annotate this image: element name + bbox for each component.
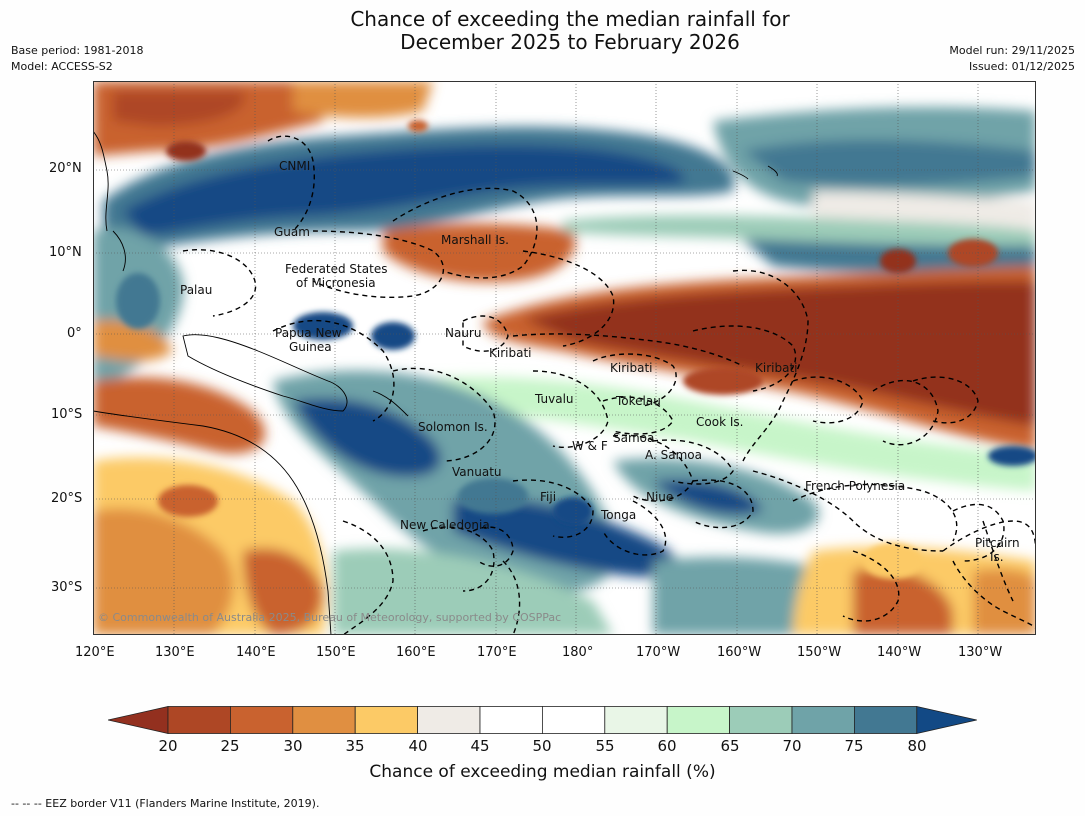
eez-legend: -- -- -- EEZ border V11 (Flanders Marine… bbox=[11, 797, 320, 810]
colorbar-segments bbox=[108, 706, 977, 734]
colorbar-segment bbox=[729, 706, 793, 734]
label-tokelau: Tokelau bbox=[615, 394, 661, 408]
lat-label-20s: 20°S bbox=[51, 491, 83, 506]
lon-label-170e: 170°E bbox=[477, 645, 517, 660]
lat-label-30s: 30°S bbox=[51, 580, 83, 595]
lon-label-140e: 140°E bbox=[236, 645, 276, 660]
colorbar-segment bbox=[854, 706, 918, 734]
label-tuvalu: Tuvalu bbox=[534, 392, 574, 406]
label-pitcairn-line1: Pitcairn bbox=[975, 536, 1020, 550]
label-nauru: Nauru bbox=[445, 326, 481, 340]
colorbar-segment bbox=[230, 706, 294, 734]
colorbar-tick: 60 bbox=[657, 737, 677, 755]
lon-label-130e: 130°E bbox=[155, 645, 195, 660]
colorbar-extend-high bbox=[916, 706, 977, 734]
colorbar-tick: 55 bbox=[595, 737, 615, 755]
eez-borders bbox=[182, 135, 1036, 635]
colorbar-tick: 35 bbox=[345, 737, 365, 755]
colorbar-tick: 70 bbox=[782, 737, 802, 755]
place-labels: CNMI Guam Marshall Is. Federated States … bbox=[180, 159, 1020, 564]
lat-label-10n: 10°N bbox=[49, 245, 82, 260]
colorbar-segment bbox=[354, 706, 418, 734]
chart-title: Chance of exceeding the median rainfall … bbox=[0, 8, 1085, 54]
coastlines bbox=[93, 130, 778, 635]
colorbar-tick: 30 bbox=[283, 737, 303, 755]
colorbar-segment bbox=[417, 706, 481, 734]
label-kiribati-central: Kiribati bbox=[610, 361, 652, 375]
label-marshall-is: Marshall Is. bbox=[441, 233, 509, 247]
colorbar-segment bbox=[292, 706, 356, 734]
colorbar-extend-low bbox=[108, 706, 169, 734]
lon-label-120e: 120°E bbox=[75, 645, 115, 660]
colorbar-label: Chance of exceeding median rainfall (%) bbox=[369, 762, 716, 782]
lat-label-0: 0° bbox=[67, 326, 82, 341]
label-niue: Niue bbox=[646, 490, 673, 504]
rainfall-accents bbox=[116, 120, 1036, 579]
label-w-and-f: W & F bbox=[572, 439, 608, 453]
label-new-caledonia: New Caledonia bbox=[400, 518, 490, 532]
label-guam: Guam bbox=[274, 225, 310, 239]
label-samoa: Samoa bbox=[613, 431, 654, 445]
lon-label-160w: 160°W bbox=[717, 645, 762, 660]
label-solomon-is: Solomon Is. bbox=[418, 420, 488, 434]
label-kiribati-west: Kiribati bbox=[489, 346, 531, 360]
colorbar-segment bbox=[479, 706, 543, 734]
label-png-line1: Papua New bbox=[275, 326, 342, 340]
label-vanuatu: Vanuatu bbox=[452, 465, 502, 479]
base-period: Base period: 1981-2018 bbox=[11, 44, 144, 57]
map-frame bbox=[93, 81, 1036, 635]
label-fsm-line2: of Micronesia bbox=[296, 276, 376, 290]
colorbar-segment bbox=[666, 706, 731, 734]
colorbar-tick: 40 bbox=[408, 737, 428, 755]
lon-label-130w: 130°W bbox=[958, 645, 1003, 660]
title-line-1: Chance of exceeding the median rainfall … bbox=[350, 7, 790, 31]
colorbar-tick: 65 bbox=[720, 737, 740, 755]
lon-label-140w: 140°W bbox=[877, 645, 922, 660]
lon-label-180: 180° bbox=[562, 645, 594, 660]
label-png-line2: Guinea bbox=[289, 340, 332, 354]
colorbar-segment bbox=[541, 706, 606, 734]
label-french-polynesia: French Polynesia bbox=[805, 479, 905, 493]
model-run: Model run: 29/11/2025 bbox=[949, 44, 1075, 57]
label-fsm-line1: Federated States bbox=[285, 262, 387, 276]
rainfall-map: CNMI Guam Marshall Is. Federated States … bbox=[93, 81, 1036, 635]
meta-right: Model run: 29/11/2025 Issued: 01/12/2025 bbox=[949, 43, 1075, 75]
lon-label-150e: 150°E bbox=[316, 645, 356, 660]
model-name: Model: ACCESS-S2 bbox=[11, 60, 113, 73]
colorbar-tick: 45 bbox=[470, 737, 490, 755]
label-fiji: Fiji bbox=[540, 490, 556, 504]
label-palau: Palau bbox=[180, 283, 212, 297]
copyright-notice: © Commonwealth of Australia 2025, Bureau… bbox=[98, 611, 561, 624]
colorbar-segment bbox=[604, 706, 668, 734]
colorbar-tick: 25 bbox=[220, 737, 240, 755]
colorbar-tick: 75 bbox=[844, 737, 864, 755]
label-tonga: Tonga bbox=[600, 508, 636, 522]
lat-label-20n: 20°N bbox=[49, 161, 82, 176]
colorbar bbox=[108, 706, 977, 734]
issued-date: Issued: 01/12/2025 bbox=[968, 60, 1075, 73]
colorbar-tick: 80 bbox=[907, 737, 927, 755]
lon-label-160e: 160°E bbox=[396, 645, 436, 660]
lat-label-10s: 10°S bbox=[51, 407, 83, 422]
label-cnmi: CNMI bbox=[279, 159, 310, 173]
label-cook-is: Cook Is. bbox=[696, 415, 743, 429]
lon-label-170w: 170°W bbox=[636, 645, 681, 660]
colorbar-segment bbox=[167, 706, 231, 734]
rainfall-field bbox=[93, 81, 1036, 635]
map-svg: CNMI Guam Marshall Is. Federated States … bbox=[93, 81, 1036, 635]
colorbar-tick: 50 bbox=[532, 737, 552, 755]
label-pitcairn-line2: Is. bbox=[990, 550, 1004, 564]
lon-label-150w: 150°W bbox=[797, 645, 842, 660]
meta-left: Base period: 1981-2018 Model: ACCESS-S2 bbox=[11, 43, 143, 75]
colorbar-tick: 20 bbox=[158, 737, 178, 755]
label-a-samoa: A. Samoa bbox=[645, 448, 702, 462]
colorbar-segment bbox=[791, 706, 855, 734]
label-kiribati-east: Kiribati bbox=[755, 361, 797, 375]
title-line-2: December 2025 to February 2026 bbox=[400, 30, 740, 54]
